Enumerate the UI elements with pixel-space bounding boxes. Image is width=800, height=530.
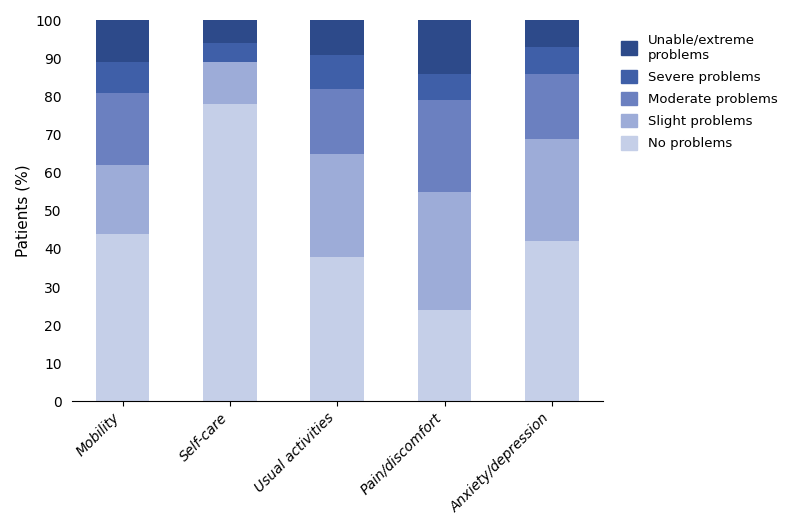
Bar xyxy=(96,63,150,93)
Bar xyxy=(203,63,257,104)
Bar xyxy=(310,21,364,55)
Bar xyxy=(418,310,471,401)
Bar xyxy=(418,101,471,192)
Bar xyxy=(418,74,471,101)
Bar xyxy=(310,55,364,89)
Bar xyxy=(203,104,257,401)
Y-axis label: Patients (%): Patients (%) xyxy=(15,164,30,257)
Bar xyxy=(203,21,257,43)
Bar xyxy=(310,257,364,401)
Bar xyxy=(418,21,471,74)
Bar xyxy=(96,165,150,234)
Bar xyxy=(96,21,150,63)
Bar xyxy=(310,89,364,154)
Bar xyxy=(525,74,578,138)
Bar xyxy=(96,234,150,401)
Bar xyxy=(525,47,578,74)
Bar xyxy=(525,241,578,401)
Bar xyxy=(203,43,257,63)
Bar xyxy=(310,154,364,257)
Bar xyxy=(96,93,150,165)
Bar xyxy=(418,192,471,310)
Bar xyxy=(525,21,578,47)
Bar xyxy=(525,138,578,241)
Legend: Unable/extreme
problems, Severe problems, Moderate problems, Slight problems, No: Unable/extreme problems, Severe problems… xyxy=(614,27,784,157)
